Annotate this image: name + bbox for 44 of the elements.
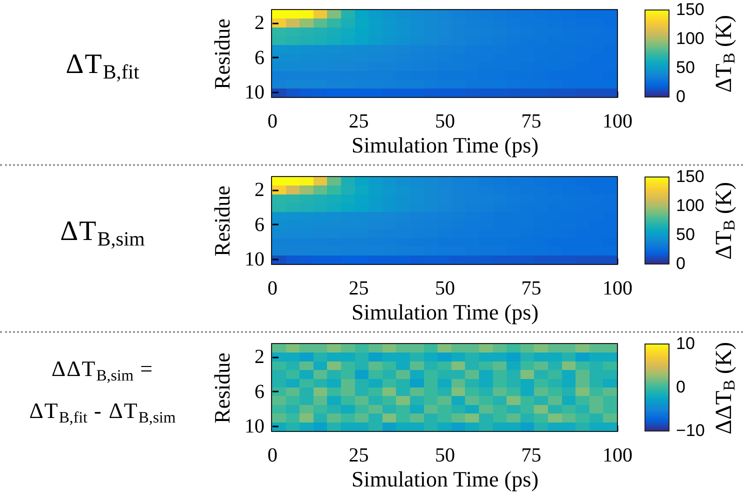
y-tick-label: 10: [244, 82, 264, 104]
y-tick-label: 2: [254, 346, 264, 368]
y-axis-title: Residue: [210, 18, 234, 90]
color-bar-label: 150: [676, 0, 704, 19]
y-tick-label: 2: [254, 12, 264, 34]
chart-title: ΔΔT$_{B,sim}$ = ΔT$_{B,fit}$ - ΔT$_{B,sim}$: [29, 356, 176, 426]
x-tick-label: 100: [602, 444, 632, 466]
y-tick-label: 2: [254, 179, 264, 202]
color-bar-label: 0: [676, 254, 686, 273]
y-tick-label: 10: [244, 248, 264, 271]
color-bar-label: 50: [676, 58, 695, 77]
x-axis-title: Simulation Time (ps): [351, 466, 539, 492]
text: ΔT$_{B,fit}$: [66, 48, 140, 84]
x-tick-label: 25: [348, 444, 369, 466]
color-bar-label: 0: [676, 87, 686, 106]
x-tick-label: 0: [268, 444, 278, 466]
text: ΔT$_{B,sim}$: [60, 215, 145, 251]
x-tick-label: 0: [268, 110, 278, 132]
color-bar-label: −10: [676, 421, 705, 440]
x-tick-label: 75: [521, 110, 542, 132]
y-axis-title: Residue: [210, 352, 234, 424]
x-tick-label: 25: [348, 110, 369, 132]
y-axis-title: Residue: [210, 186, 234, 256]
x-tick-label: 25: [348, 278, 369, 300]
color-bar-label: 100: [676, 196, 704, 215]
x-tick-label: 100: [602, 110, 632, 132]
y-tick-label: 10: [244, 416, 264, 438]
color-bar-label: 100: [676, 29, 704, 48]
x-tick-label: 50: [435, 110, 455, 132]
x-axis-title: Simulation Time (ps): [351, 300, 539, 324]
x-tick-label: 50: [435, 444, 455, 466]
color-bar-label: 0: [676, 378, 686, 396]
color-bar-label: 10: [676, 334, 695, 353]
y-tick-label: 6: [254, 46, 264, 69]
x-tick-label: 0: [268, 278, 278, 300]
x-tick-label: 50: [435, 278, 455, 300]
x-tick-label: 75: [521, 278, 542, 300]
x-tick-label: 100: [602, 278, 632, 300]
y-tick-label: 6: [254, 214, 264, 236]
x-axis-title: Simulation Time (ps): [351, 132, 539, 158]
color-bar-label: 50: [676, 225, 695, 244]
x-tick-label: 75: [521, 444, 542, 466]
color-bar-label: 150: [676, 167, 704, 186]
y-tick-label: 6: [254, 380, 264, 403]
